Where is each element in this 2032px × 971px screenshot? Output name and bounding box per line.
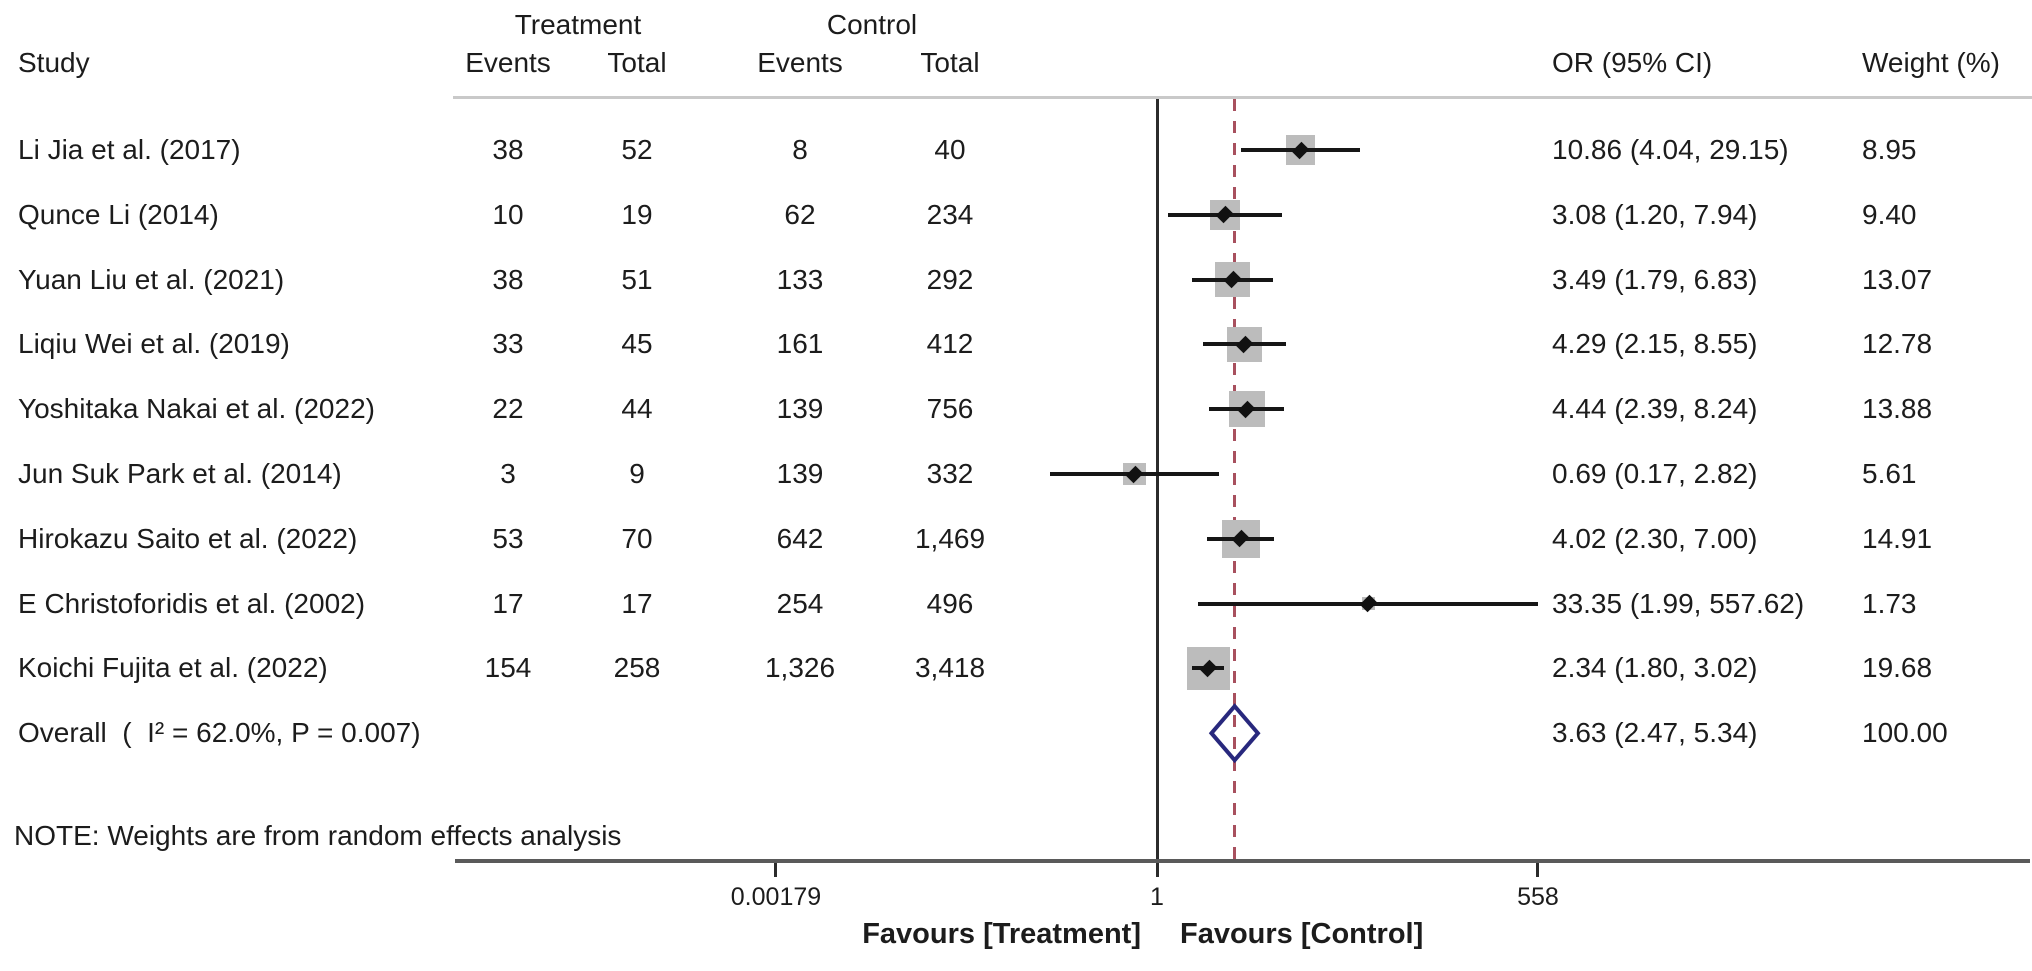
control-events-cell: 139 <box>776 458 824 489</box>
treatment-total-cell: 70 <box>621 522 653 554</box>
treatment-total-cell: 51 <box>621 263 653 295</box>
control-events-cell: 133 <box>776 263 824 295</box>
treatment-total-cell: 258 <box>613 652 661 684</box>
control-total-cell: 1,469 <box>914 522 986 554</box>
or-value: 0.69 (0.17, 2.82) <box>1552 458 1758 489</box>
weight-value: 12.78 <box>1862 328 1933 360</box>
axis-tick-label: 1 <box>1150 883 1164 911</box>
favours-treatment-label: Favours [Treatment] <box>862 918 1141 950</box>
treatment-total-cell: 45 <box>621 328 653 360</box>
treatment-events-cell: 33 <box>492 328 524 360</box>
favours-control-label: Favours [Control] <box>1180 918 1424 950</box>
control-total-cell: 234 <box>926 198 974 230</box>
control-total-column-header: Total <box>920 47 980 78</box>
study-label: Yuan Liu et al. (2021) <box>18 263 285 295</box>
study-label: Yoshitaka Nakai et al. (2022) <box>18 393 375 425</box>
study-label: Hirokazu Saito et al. (2022) <box>18 522 358 554</box>
or-column-header: OR (95% CI) <box>1552 47 1713 78</box>
weight-value: 13.07 <box>1862 263 1933 295</box>
treatment-events-cell: 38 <box>492 263 524 295</box>
control-events-cell: 1,326 <box>764 652 836 684</box>
x-axis-line <box>455 859 2030 863</box>
control-total-cell: 756 <box>926 393 974 425</box>
study-column-header: Study <box>18 47 90 78</box>
control-events-cell: 139 <box>776 393 824 425</box>
treatment-total-cell: 9 <box>629 458 645 489</box>
control-group-header: Control <box>826 9 918 40</box>
treatment-events-cell: 17 <box>492 587 524 619</box>
control-total-cell: 3,418 <box>914 652 986 684</box>
or-value: 33.35 (1.99, 557.62) <box>1552 587 1805 619</box>
control-events-cell: 8 <box>792 134 808 165</box>
or-value: 4.02 (2.30, 7.00) <box>1552 522 1758 554</box>
study-label: Koichi Fujita et al. (2022) <box>18 652 328 684</box>
null-effect-line <box>1155 99 1159 861</box>
axis-tick-label: 0.00179 <box>730 883 822 911</box>
axis-tick <box>1536 863 1540 877</box>
weight-value: 8.95 <box>1862 134 1917 165</box>
axis-tick <box>1155 863 1159 877</box>
control-total-cell: 496 <box>926 587 974 619</box>
or-value: 2.34 (1.80, 3.02) <box>1552 652 1758 684</box>
study-label: Li Jia et al. (2017) <box>18 134 241 165</box>
weight-value: 5.61 <box>1862 458 1917 489</box>
study-label: Jun Suk Park et al. (2014) <box>18 458 342 489</box>
control-total-cell: 412 <box>926 328 974 360</box>
control-events-cell: 62 <box>784 198 816 230</box>
control-events-cell: 161 <box>776 328 824 360</box>
weight-value: 1.73 <box>1862 587 1917 619</box>
treatment-total-cell: 19 <box>621 198 653 230</box>
treatment-events-cell: 22 <box>492 393 524 425</box>
control-events-cell: 642 <box>776 522 824 554</box>
weight-value: 13.88 <box>1862 393 1933 425</box>
weight-value: 19.68 <box>1862 652 1933 684</box>
treatment-total-cell: 52 <box>621 134 653 165</box>
study-label: Qunce Li (2014) <box>18 198 219 230</box>
or-value: 4.29 (2.15, 8.55) <box>1552 328 1758 360</box>
treatment-group-header: Treatment <box>514 9 642 40</box>
overall-estimate-dashed-line <box>1233 99 1237 861</box>
study-label: Liqiu Wei et al. (2019) <box>18 328 290 360</box>
treatment-total-cell: 17 <box>621 587 653 619</box>
control-total-cell: 292 <box>926 263 974 295</box>
control-total-cell: 332 <box>926 458 974 489</box>
treatment-events-cell: 53 <box>492 522 524 554</box>
or-value: 10.86 (4.04, 29.15) <box>1552 134 1789 165</box>
weight-column-header: Weight (%) <box>1862 47 2000 78</box>
or-value: 3.49 (1.79, 6.83) <box>1552 263 1758 295</box>
weight-value: 9.40 <box>1862 198 1917 230</box>
or-value: 3.08 (1.20, 7.94) <box>1552 198 1758 230</box>
overall-or-value: 3.63 (2.47, 5.34) <box>1552 717 1758 748</box>
overall-label: Overall ( I² = 62.0%, P = 0.007) <box>18 717 421 748</box>
treatment-events-cell: 38 <box>492 134 524 165</box>
axis-tick <box>774 863 778 877</box>
header-rule <box>453 96 2032 99</box>
control-events-column-header: Events <box>757 47 843 78</box>
overall-weight-value: 100.00 <box>1862 717 1948 748</box>
study-label: E Christoforidis et al. (2002) <box>18 587 366 619</box>
treatment-events-cell: 10 <box>492 198 524 230</box>
treatment-total-cell: 44 <box>621 393 653 425</box>
treatment-events-column-header: Events <box>465 47 551 78</box>
treatment-total-column-header: Total <box>607 47 667 78</box>
or-value: 4.44 (2.39, 8.24) <box>1552 393 1758 425</box>
control-total-cell: 40 <box>934 134 966 165</box>
weight-value: 14.91 <box>1862 522 1933 554</box>
treatment-events-cell: 154 <box>484 652 532 684</box>
control-events-cell: 254 <box>776 587 824 619</box>
treatment-events-cell: 3 <box>500 458 516 489</box>
axis-tick-label: 558 <box>1517 883 1559 911</box>
random-effects-note: NOTE: Weights are from random effects an… <box>14 820 622 851</box>
